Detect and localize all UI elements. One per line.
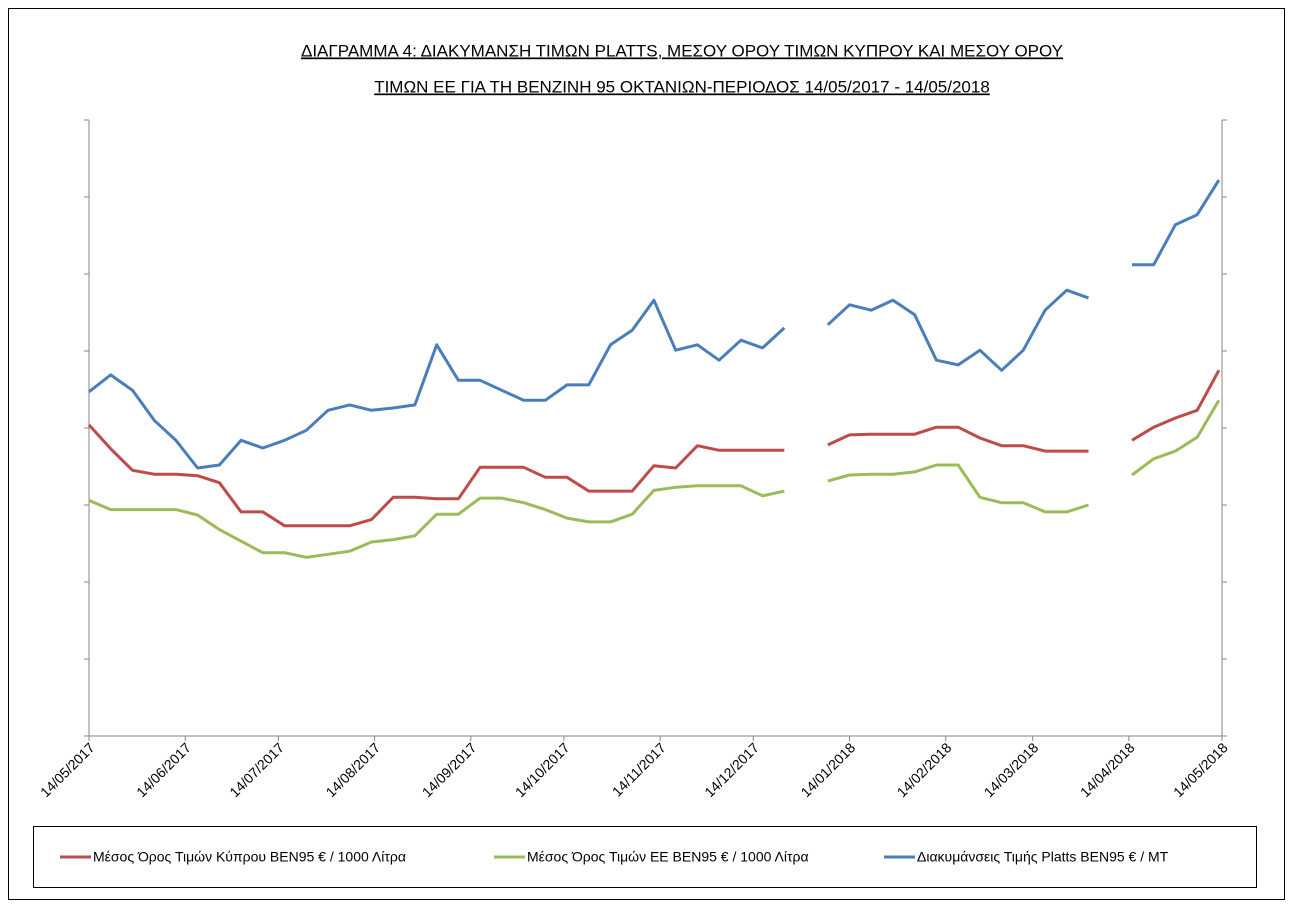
chart-title: ΔΙΑΓΡΑΜΜΑ 4: ΔΙΑΚΥΜΑΝΣΗ ΤΙΜΩΝ PLATTS, ΜΕ…: [301, 41, 1063, 60]
series-line: [88, 399, 1221, 559]
legend-label: Μέσος Όρος Τιμών Κύπρου ΒΕΝ95 € / 1000 Λ…: [93, 849, 406, 865]
legend-label: Διακυμάνσεις Τιμής Platts ΒΕΝ95 € / ΜΤ: [917, 849, 1169, 865]
chart-title: ΤΙΜΩΝ ΕΕ ΓΙΑ ΤΗ ΒΕΝΖΙΝΗ 95 ΟΚΤΑΝΙΩΝ-ΠΕΡΙ…: [374, 77, 990, 96]
chart-border: [8, 8, 1285, 900]
legend: [33, 826, 1257, 888]
series-line: [87, 369, 1221, 528]
series-line: [88, 179, 1221, 470]
legend-label: Μέσος Όρος Τιμών ΕΕ ΒΕΝ95 € / 1000 Λίτρα: [527, 849, 809, 865]
